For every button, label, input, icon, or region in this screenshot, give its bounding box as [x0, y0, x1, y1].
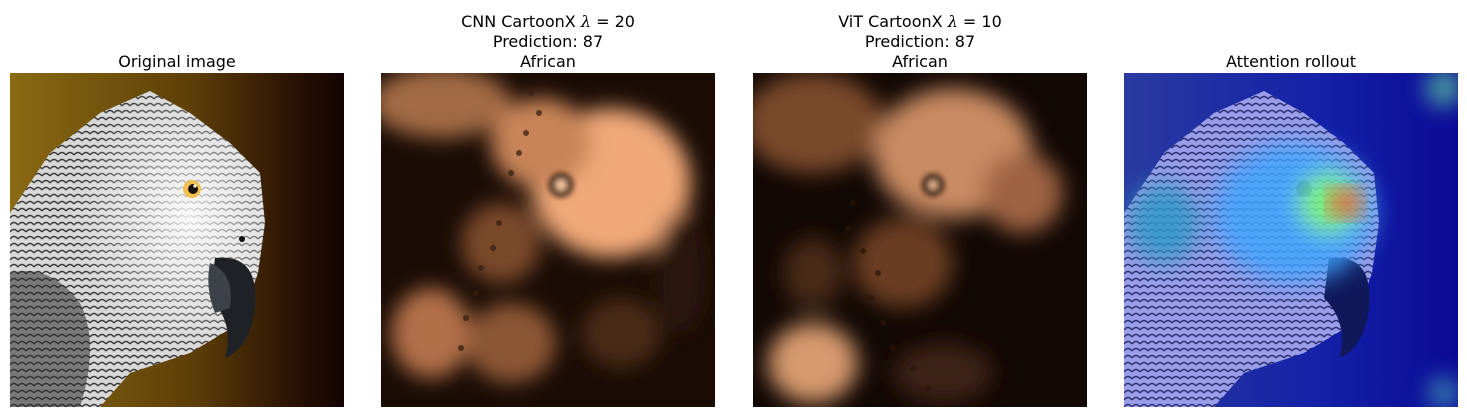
panel-original: Original image [10, 0, 344, 417]
cnn-cartoonx-heatmap-graphic [381, 73, 715, 407]
vit-cartoonx-heatmap-graphic [753, 73, 1087, 407]
title-line-class: African [520, 52, 576, 71]
panel-title: Attention rollout [1124, 52, 1458, 72]
title-line: Attention rollout [1225, 52, 1357, 71]
title-lambda-value: = 10 [957, 12, 1002, 31]
lambda-symbol: λ [947, 12, 958, 31]
title-prefix: CNN CartoonX [461, 12, 581, 31]
parrot-photo [10, 73, 344, 407]
lambda-symbol: λ [580, 12, 591, 31]
panel-title: ViT CartoonX λ = 10 Prediction: 87 Afric… [753, 12, 1087, 72]
title-line-prediction: Prediction: 87 [492, 32, 604, 51]
vit-cartoonx-heatmap [753, 73, 1087, 407]
attention-rollout-overlay [1124, 73, 1458, 407]
title-line-lambda: ViT CartoonX λ = 10 [753, 12, 1087, 32]
panel-vit-cartoonx: ViT CartoonX λ = 10 Prediction: 87 Afric… [753, 0, 1087, 417]
panel-title: CNN CartoonX λ = 20 Prediction: 87 Afric… [381, 12, 715, 72]
title-line: Original image [118, 52, 236, 71]
panel-attention-rollout: Attention rollout [1124, 0, 1458, 417]
title-line-prediction: Prediction: 87 [864, 32, 976, 51]
panel-title: Original image [10, 52, 344, 72]
panel-cnn-cartoonx: CNN CartoonX λ = 20 Prediction: 87 Afric… [381, 0, 715, 417]
cnn-cartoonx-heatmap [381, 73, 715, 407]
title-line-class: African [892, 52, 948, 71]
title-lambda-value: = 20 [591, 12, 635, 31]
parrot-photo-graphic [10, 73, 344, 407]
attention-rollout-overlay-graphic [1124, 73, 1458, 407]
title-prefix: ViT CartoonX [838, 12, 948, 31]
title-line-lambda: CNN CartoonX λ = 20 [381, 12, 715, 32]
